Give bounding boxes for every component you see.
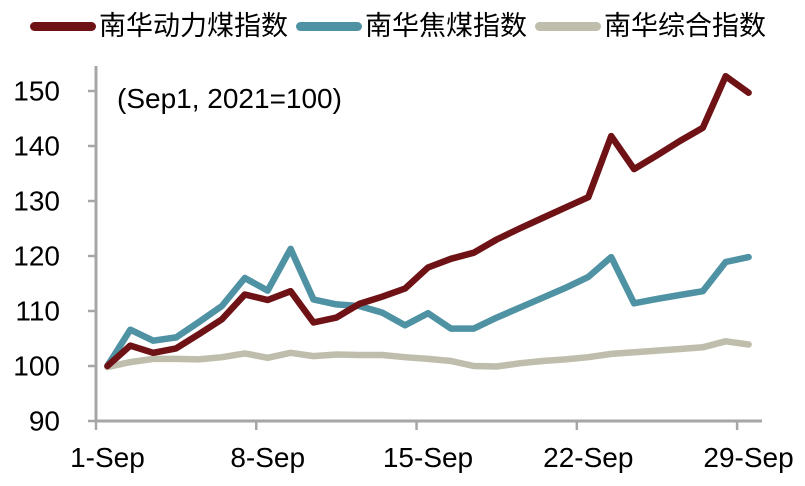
legend-item-composite: 南华综合指数 xyxy=(535,13,766,40)
legend-swatch-composite xyxy=(535,22,601,31)
y-tick-label: 100 xyxy=(13,351,60,382)
x-tick-label: 8-Sep xyxy=(230,442,305,473)
series-line-2 xyxy=(104,338,752,371)
chart-legend: 南华动力煤指数 南华焦煤指数 南华综合指数 xyxy=(30,13,774,40)
x-tick-label: 29-Sep xyxy=(703,442,793,473)
base-period-annotation: (Sep1, 2021=100) xyxy=(117,83,342,114)
series-line-0 xyxy=(104,72,752,370)
legend-item-thermal-coal: 南华动力煤指数 xyxy=(30,13,288,40)
legend-label-composite: 南华综合指数 xyxy=(604,11,766,41)
series-line-1 xyxy=(104,245,752,370)
legend-swatch-coking-coal xyxy=(296,22,362,31)
y-tick-label: 150 xyxy=(13,76,60,107)
y-tick-label: 140 xyxy=(13,131,60,162)
y-tick-label: 120 xyxy=(13,241,60,272)
x-tick-label: 1-Sep xyxy=(70,442,145,473)
x-tick-label: 15-Sep xyxy=(383,442,473,473)
x-tick-label: 22-Sep xyxy=(543,442,633,473)
legend-label-coking-coal: 南华焦煤指数 xyxy=(365,11,527,41)
y-tick-label: 90 xyxy=(29,406,60,437)
legend-item-coking-coal: 南华焦煤指数 xyxy=(296,13,527,40)
y-tick-label: 130 xyxy=(13,186,60,217)
legend-swatch-thermal-coal xyxy=(30,22,96,31)
legend-label-thermal-coal: 南华动力煤指数 xyxy=(99,11,288,41)
y-tick-label: 110 xyxy=(15,296,60,327)
